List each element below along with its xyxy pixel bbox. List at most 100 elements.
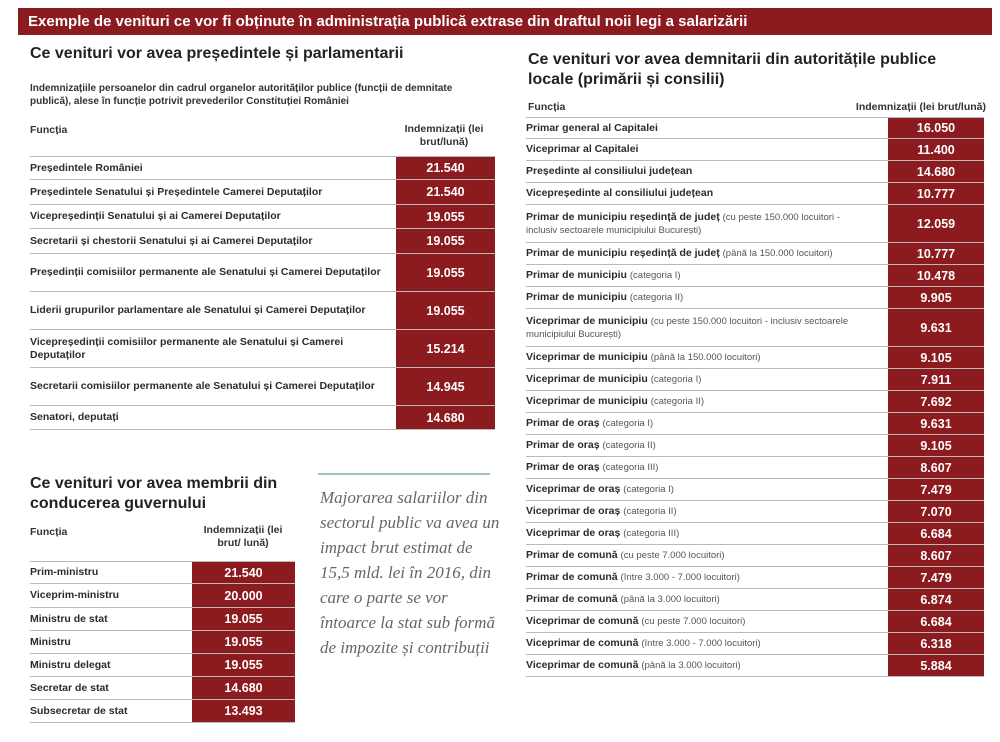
- table-row: Primar de oraș (categoria III) 8.607: [526, 457, 984, 479]
- row-function: Primar de oraș: [526, 461, 600, 473]
- row-value: 9.631: [888, 309, 984, 346]
- row-label: Viceprimar de municipiu (categoria II): [526, 391, 871, 412]
- row-function: Viceprimar de oraș: [526, 505, 621, 517]
- row-label: Viceprimar de municipiu (până la 150.000…: [526, 347, 871, 368]
- row-function: Primar de municipiu: [526, 291, 627, 303]
- table-row: Primar de municipiu (categoria I) 10.478: [526, 265, 984, 287]
- row-label: Președintele Senatului și Președintele C…: [30, 180, 385, 204]
- row-qualifier: (categoria II): [629, 292, 684, 303]
- parliament-title: Ce venituri vor avea președintele și par…: [30, 45, 404, 62]
- row-function: Primar de oraș: [526, 439, 600, 451]
- row-function: Vicepreședinții comisiilor permanente al…: [30, 335, 344, 361]
- table-row: Subsecretar de stat 13.493: [30, 700, 295, 723]
- row-value: 6.874: [888, 589, 984, 610]
- table-row: Viceprimar al Capitalei 11.400: [526, 139, 984, 161]
- row-value: 19.055: [192, 631, 295, 653]
- row-function: Președinte al consiliului județean: [526, 165, 693, 177]
- row-value: 15.214: [396, 330, 495, 367]
- government-col-function: Funcția: [30, 526, 68, 538]
- row-function: Ministru delegat: [30, 658, 111, 671]
- row-value: 14.680: [192, 677, 295, 699]
- row-label: Primar de municipiu reședință de județ (…: [526, 205, 871, 242]
- row-value: 16.050: [888, 118, 984, 138]
- row-qualifier: (categoria II): [602, 440, 656, 451]
- row-value: 20.000: [192, 584, 295, 607]
- row-qualifier: (între 3.000 - 7.000 locuitori): [641, 638, 761, 649]
- row-function: Senatori, deputați: [30, 411, 119, 423]
- row-value: 19.055: [396, 254, 495, 291]
- row-qualifier: (cu peste 7.000 locuitori): [641, 616, 746, 627]
- row-label: Senatori, deputați: [30, 406, 385, 429]
- table-row: Vicepreședinții comisiilor permanente al…: [30, 330, 495, 368]
- row-function: Viceprimar de comună: [526, 615, 639, 627]
- row-value: 19.055: [396, 205, 495, 228]
- row-value: 7.692: [888, 391, 984, 412]
- table-row: Viceprimar de oraș (categoria I) 7.479: [526, 479, 984, 501]
- row-function: Viceprimar de comună: [526, 637, 639, 649]
- table-row: Președintele Senatului și Președintele C…: [30, 180, 495, 205]
- row-value: 14.680: [888, 161, 984, 182]
- row-label: Vicepreședinții comisiilor permanente al…: [30, 330, 385, 367]
- government-table: Prim-ministru 21.540 Viceprim-ministru 20.0…: [30, 561, 295, 723]
- table-row: Ministru delegat 19.055: [30, 654, 295, 677]
- table-row: Liderii grupurilor parlamentare ale Sena…: [30, 292, 495, 330]
- row-qualifier: (categoria I): [629, 270, 681, 281]
- row-value: 19.055: [192, 608, 295, 630]
- row-function: Viceprimar de oraș: [526, 527, 621, 539]
- row-label: Secretarii și chestorii Senatului și ai …: [30, 229, 385, 253]
- row-value: 7.479: [888, 567, 984, 588]
- row-value: 14.680: [396, 406, 495, 429]
- row-function: Secretar de stat: [30, 681, 109, 694]
- row-label: Primar de municipiu reședință de județ (…: [526, 243, 871, 264]
- row-function: Președintele Senatului și Președintele C…: [30, 185, 323, 198]
- row-function: Viceprimar al Capitalei: [526, 143, 639, 155]
- row-value: 11.400: [888, 139, 984, 160]
- row-value: 10.777: [888, 243, 984, 264]
- row-qualifier: (categoria II): [623, 506, 677, 517]
- row-label: Vicepreședinții Senatului și ai Camerei …: [30, 205, 385, 228]
- row-value: 19.055: [192, 654, 295, 676]
- row-value: 6.684: [888, 611, 984, 632]
- row-label: Primar de municipiu (categoria II): [526, 287, 871, 308]
- row-function: Secretarii comisiilor permanente ale Sen…: [30, 380, 375, 392]
- pull-quote: Majorarea salariilor din sectorul public…: [320, 488, 500, 657]
- table-row: Primar de municipiu (categoria II) 9.905: [526, 287, 984, 309]
- table-row: Vicepreședinte al consiliului județean 10…: [526, 183, 984, 205]
- row-value: 9.105: [888, 435, 984, 456]
- row-label: Primar de oraș (categoria II): [526, 435, 871, 456]
- row-function: Secretarii și chestorii Senatului și ai …: [30, 234, 313, 247]
- table-row: Președinții comisiilor permanente ale Se…: [30, 254, 495, 292]
- table-row: Vicepreședinții Senatului și ai Camerei …: [30, 205, 495, 229]
- table-row: Președinte al consiliului județean 14.680: [526, 161, 984, 183]
- row-label: Viceprimar al Capitalei: [526, 139, 871, 160]
- row-label: Viceprimar de oraș (categoria I): [526, 479, 871, 500]
- table-row: Primar de comună (cu peste 7.000 locuito…: [526, 545, 984, 567]
- row-value: 10.777: [888, 183, 984, 204]
- row-function: Ministru: [30, 635, 71, 648]
- row-label: Viceprimar de municipiu (categoria I): [526, 369, 871, 390]
- government-col-value: Indemnizații (lei brut/ lună): [203, 524, 283, 549]
- row-value: 6.318: [888, 633, 984, 654]
- row-function: Primar general al Capitalei: [526, 121, 658, 134]
- row-label: Secretarii comisiilor permanente ale Sen…: [30, 368, 385, 405]
- row-value: 21.540: [396, 180, 495, 204]
- row-function: Primar de comună: [526, 549, 618, 561]
- row-value: 19.055: [396, 229, 495, 253]
- row-function: Primar de comună: [526, 593, 618, 605]
- parliament-subtitle: Indemnizațiile persoanelor din cadrul or…: [30, 83, 453, 107]
- table-row: Secretar de stat 14.680: [30, 677, 295, 700]
- table-row: Viceprimar de comună (până la 3.000 locu…: [526, 655, 984, 677]
- local-table: Primar general al Capitalei 16.050 Vicepri…: [526, 117, 984, 725]
- row-value: 7.479: [888, 479, 984, 500]
- table-row: Primar de oraș (categoria II) 9.105: [526, 435, 984, 457]
- row-label: Ministru: [30, 631, 190, 653]
- row-value: 10.478: [888, 265, 984, 286]
- row-label: Subsecretar de stat: [30, 700, 190, 722]
- table-row: Primar de municipiu reședință de județ (…: [526, 205, 984, 243]
- row-label: Președintele României: [30, 157, 385, 179]
- row-function: Primar de municipiu reședință de județ: [526, 210, 720, 223]
- row-function: Vicepreședinte al consiliului județean: [526, 187, 714, 199]
- row-label: Viceprim-ministru: [30, 584, 190, 607]
- row-label: Primar de comună (până la 3.000 locuitor…: [526, 589, 871, 610]
- row-label: Viceprimar de municipiu (cu peste 150.00…: [526, 309, 871, 346]
